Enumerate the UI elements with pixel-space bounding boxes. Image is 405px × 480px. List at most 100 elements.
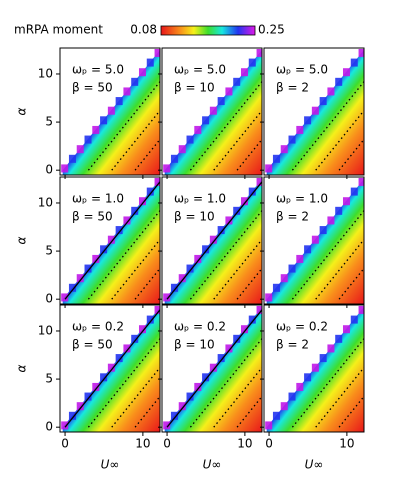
y-tick-label: 0 <box>45 420 53 434</box>
edge-cell <box>342 68 350 77</box>
edge-cell <box>170 154 178 163</box>
panel-frame <box>161 176 263 305</box>
edge-cell <box>178 145 186 154</box>
edge-cell <box>248 187 256 196</box>
edge-cell <box>170 283 178 292</box>
edge-cell <box>107 106 115 115</box>
edge-cell <box>319 97 327 106</box>
edge-cell <box>350 58 358 67</box>
edge-cell <box>100 116 108 125</box>
colorbar-label: mRPA moment <box>14 23 103 37</box>
edge-cell <box>233 77 241 86</box>
colorbar <box>160 25 256 36</box>
edge-cell <box>225 87 233 96</box>
edge-cell <box>154 48 160 57</box>
annotation: ωₚ = 0.2 <box>72 320 124 334</box>
edge-cell <box>358 48 364 57</box>
panel <box>265 305 364 432</box>
edge-cell <box>350 187 358 196</box>
edge-cell <box>265 164 273 173</box>
x-axis-label: U∞ <box>305 458 324 472</box>
x-tick-label: 10 <box>135 437 150 451</box>
edge-cell <box>272 283 280 292</box>
x-tick-label: 0 <box>61 437 69 451</box>
x-axis-label: U∞ <box>101 458 120 472</box>
edge-cell <box>186 135 194 144</box>
edge-cell <box>146 315 154 324</box>
edge-cell <box>288 264 296 273</box>
edge-cell <box>311 106 319 115</box>
edge-cell <box>217 226 225 235</box>
edge-cell <box>154 177 160 186</box>
x-tick-label: 0 <box>163 437 171 451</box>
y-tick-label: 10 <box>38 66 53 80</box>
edge-cell <box>61 421 69 430</box>
edge-cell <box>358 305 364 314</box>
edge-cell <box>304 245 312 254</box>
panel-frame <box>161 304 263 433</box>
edge-cell <box>163 164 171 173</box>
y-axis-label: α <box>15 236 29 244</box>
annotation: ωₚ = 1.0 <box>72 192 124 206</box>
annotation: β = 10 <box>174 81 215 95</box>
boundary <box>166 180 262 300</box>
y-tick-label: 10 <box>38 195 53 209</box>
x-axis-label: U∞ <box>203 458 222 472</box>
y-axis-label: α <box>15 364 29 372</box>
edge-cell <box>138 197 146 206</box>
edge-cell <box>186 264 194 273</box>
edge-cell <box>288 392 296 401</box>
edge-cell <box>280 145 288 154</box>
edge-cell <box>100 373 108 382</box>
edge-cell <box>123 344 131 353</box>
edge-cell <box>319 226 327 235</box>
edge-cell <box>342 197 350 206</box>
panel <box>61 177 160 304</box>
boundary <box>64 308 160 428</box>
edge-cell <box>84 392 92 401</box>
x-tick-label: 0 <box>265 437 273 451</box>
y-tick-label: 0 <box>45 163 53 177</box>
edge-cell <box>350 315 358 324</box>
edge-cell <box>123 216 131 225</box>
edge-cell <box>178 402 186 411</box>
y-tick-label: 0 <box>45 292 53 306</box>
annotation: ωₚ = 5.0 <box>276 63 328 77</box>
annotation: ωₚ = 1.0 <box>174 192 226 206</box>
edge-cell <box>202 116 210 125</box>
colorbar-min: 0.08 <box>130 23 157 37</box>
annotation: β = 2 <box>276 338 309 352</box>
edge-cell <box>76 274 84 283</box>
edge-cell <box>358 177 364 186</box>
edge-cell <box>186 392 194 401</box>
edge-cell <box>178 274 186 283</box>
annotation: β = 2 <box>276 81 309 95</box>
edge-cell <box>272 154 280 163</box>
edge-cell <box>131 77 139 86</box>
annotation: ωₚ = 0.2 <box>276 320 328 334</box>
edge-cell <box>272 411 280 420</box>
edge-cell <box>256 177 262 186</box>
edge-cell <box>240 325 248 334</box>
edge-cell <box>240 197 248 206</box>
edge-cell <box>327 87 335 96</box>
edge-cell <box>146 187 154 196</box>
edge-cell <box>280 402 288 411</box>
edge-cell <box>154 305 160 314</box>
edge-cell <box>146 58 154 67</box>
edge-cell <box>296 382 304 391</box>
colorbar-max: 0.25 <box>258 23 285 37</box>
edge-cell <box>296 254 304 263</box>
edge-cell <box>100 245 108 254</box>
panel <box>265 177 364 304</box>
panel <box>61 305 160 432</box>
edge-cell <box>304 116 312 125</box>
edge-cell <box>296 125 304 134</box>
annotation: β = 10 <box>174 338 215 352</box>
panel-frame <box>59 47 161 176</box>
edge-cell <box>233 334 241 343</box>
edge-cell <box>311 363 319 372</box>
edge-cell <box>76 402 84 411</box>
edge-cell <box>76 145 84 154</box>
